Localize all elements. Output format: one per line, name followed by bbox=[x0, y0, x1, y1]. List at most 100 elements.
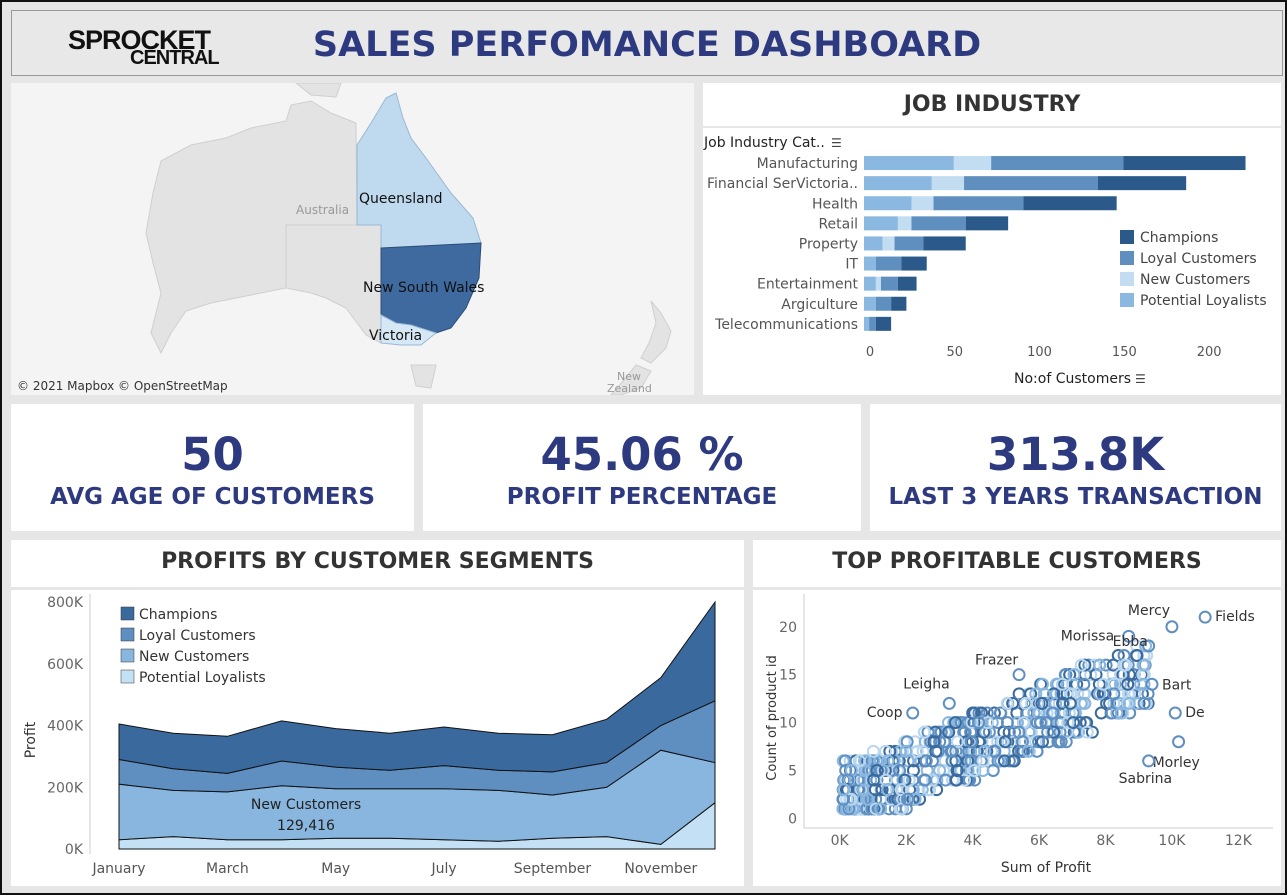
customer-point[interactable] bbox=[1056, 696, 1070, 710]
labeled-customer-point[interactable] bbox=[1172, 735, 1186, 749]
customer-point[interactable] bbox=[859, 754, 873, 768]
top-customers-scatter[interactable]: Count of product id Sum of Profit 0 5 10 15… bbox=[753, 590, 1281, 886]
customer-point[interactable] bbox=[1077, 677, 1091, 691]
customer-point[interactable] bbox=[1063, 696, 1077, 710]
customer-point[interactable] bbox=[933, 764, 947, 777]
bar-segment[interactable] bbox=[897, 276, 917, 291]
customer-point[interactable] bbox=[944, 744, 958, 758]
customer-point[interactable] bbox=[881, 783, 895, 797]
bar-segment[interactable] bbox=[933, 196, 1024, 211]
customer-point[interactable] bbox=[852, 754, 866, 768]
customer-point[interactable] bbox=[976, 754, 990, 768]
customer-point[interactable] bbox=[881, 754, 895, 768]
bar-segment[interactable] bbox=[875, 276, 881, 291]
customer-point[interactable] bbox=[893, 792, 907, 806]
customer-point[interactable] bbox=[980, 716, 994, 730]
customer-point[interactable] bbox=[1015, 735, 1029, 749]
customer-point[interactable] bbox=[1130, 639, 1144, 653]
bar-segment[interactable] bbox=[864, 316, 870, 331]
bar-segment[interactable] bbox=[864, 276, 876, 291]
bar-segment[interactable] bbox=[931, 176, 965, 191]
customer-point[interactable] bbox=[1056, 687, 1070, 701]
customer-point[interactable] bbox=[980, 706, 994, 720]
customer-point[interactable] bbox=[1040, 706, 1054, 720]
bar-segment[interactable] bbox=[864, 196, 912, 211]
customer-point[interactable] bbox=[1039, 716, 1053, 730]
customer-point[interactable] bbox=[836, 792, 850, 806]
customer-point[interactable] bbox=[1121, 677, 1135, 691]
customer-point[interactable] bbox=[1019, 696, 1033, 710]
customer-point[interactable] bbox=[906, 773, 920, 787]
labeled-customer-point[interactable] bbox=[1198, 610, 1212, 624]
map-panel[interactable]: Australia Queensland New South Wales Vic… bbox=[11, 83, 694, 395]
bar-segment[interactable] bbox=[911, 196, 934, 211]
customer-point[interactable] bbox=[966, 706, 980, 720]
customer-point[interactable] bbox=[1114, 668, 1128, 682]
customer-point[interactable] bbox=[1032, 735, 1046, 749]
customer-point[interactable] bbox=[1130, 649, 1144, 662]
bar-segment[interactable] bbox=[1098, 176, 1187, 191]
customer-point[interactable] bbox=[1059, 735, 1073, 749]
customer-point[interactable] bbox=[959, 735, 973, 749]
customer-point[interactable] bbox=[838, 754, 852, 768]
bar-segment[interactable] bbox=[897, 216, 912, 231]
customer-point[interactable] bbox=[993, 706, 1007, 720]
customer-point[interactable] bbox=[1105, 706, 1119, 720]
bar-segment[interactable] bbox=[1023, 196, 1117, 211]
customer-point[interactable] bbox=[1024, 725, 1038, 739]
customer-point[interactable] bbox=[836, 802, 850, 816]
customer-point[interactable] bbox=[1047, 725, 1061, 739]
customer-point[interactable] bbox=[1060, 725, 1074, 739]
job-industry-bar-chart[interactable]: Job Industry Cat.. ☰ No:of Customers ☰ 0… bbox=[703, 83, 1281, 395]
customer-point[interactable] bbox=[1035, 677, 1049, 691]
customer-point[interactable] bbox=[998, 735, 1012, 749]
customer-point[interactable] bbox=[1012, 687, 1026, 701]
bar-segment[interactable] bbox=[965, 216, 1009, 231]
customer-point[interactable] bbox=[860, 802, 874, 816]
customer-point[interactable] bbox=[851, 773, 865, 787]
customer-point[interactable] bbox=[1035, 735, 1049, 749]
customer-point[interactable] bbox=[1006, 696, 1020, 710]
customer-point[interactable] bbox=[1002, 754, 1016, 768]
australia-map[interactable]: Australia Queensland New South Wales Vic… bbox=[11, 83, 694, 395]
bar-segment[interactable] bbox=[864, 256, 876, 271]
customer-point[interactable] bbox=[972, 716, 986, 730]
customer-point[interactable] bbox=[965, 716, 979, 730]
bar-segment[interactable] bbox=[880, 276, 898, 291]
customer-point[interactable] bbox=[1080, 716, 1094, 730]
customer-point[interactable] bbox=[1078, 696, 1092, 710]
labeled-customer-point[interactable] bbox=[1165, 620, 1179, 634]
bar-segment[interactable] bbox=[1123, 156, 1246, 171]
labeled-customer-point[interactable] bbox=[906, 706, 920, 720]
sort-icon[interactable]: ☰ bbox=[831, 136, 842, 150]
customer-point[interactable] bbox=[1085, 725, 1099, 739]
customer-point[interactable] bbox=[899, 744, 913, 758]
customer-point[interactable] bbox=[997, 754, 1011, 768]
customer-point[interactable] bbox=[1000, 696, 1014, 710]
customer-point[interactable] bbox=[1080, 725, 1094, 739]
customer-point[interactable] bbox=[1117, 649, 1131, 662]
labeled-customer-point[interactable] bbox=[1012, 668, 1026, 682]
customer-point[interactable] bbox=[894, 783, 908, 797]
bar-segment[interactable] bbox=[864, 156, 954, 171]
customer-point[interactable] bbox=[1033, 716, 1047, 730]
customer-point[interactable] bbox=[900, 735, 914, 749]
customer-point[interactable] bbox=[879, 773, 893, 787]
customer-point[interactable] bbox=[837, 783, 851, 797]
customer-point[interactable] bbox=[1107, 687, 1121, 701]
customer-point[interactable] bbox=[1136, 668, 1150, 682]
customer-point[interactable] bbox=[1137, 696, 1151, 710]
customer-point[interactable] bbox=[1066, 716, 1080, 730]
customer-point[interactable] bbox=[964, 735, 978, 749]
customer-point[interactable] bbox=[1041, 725, 1055, 739]
customer-point[interactable] bbox=[958, 773, 972, 787]
customer-point[interactable] bbox=[942, 725, 956, 739]
customer-point[interactable] bbox=[918, 725, 932, 739]
customer-point[interactable] bbox=[868, 783, 882, 797]
customer-point[interactable] bbox=[1087, 658, 1101, 672]
customer-point[interactable] bbox=[1054, 716, 1068, 730]
customer-point[interactable] bbox=[976, 764, 990, 777]
customer-point[interactable] bbox=[858, 764, 872, 777]
customer-point[interactable] bbox=[857, 773, 871, 787]
customer-point[interactable] bbox=[866, 744, 880, 758]
